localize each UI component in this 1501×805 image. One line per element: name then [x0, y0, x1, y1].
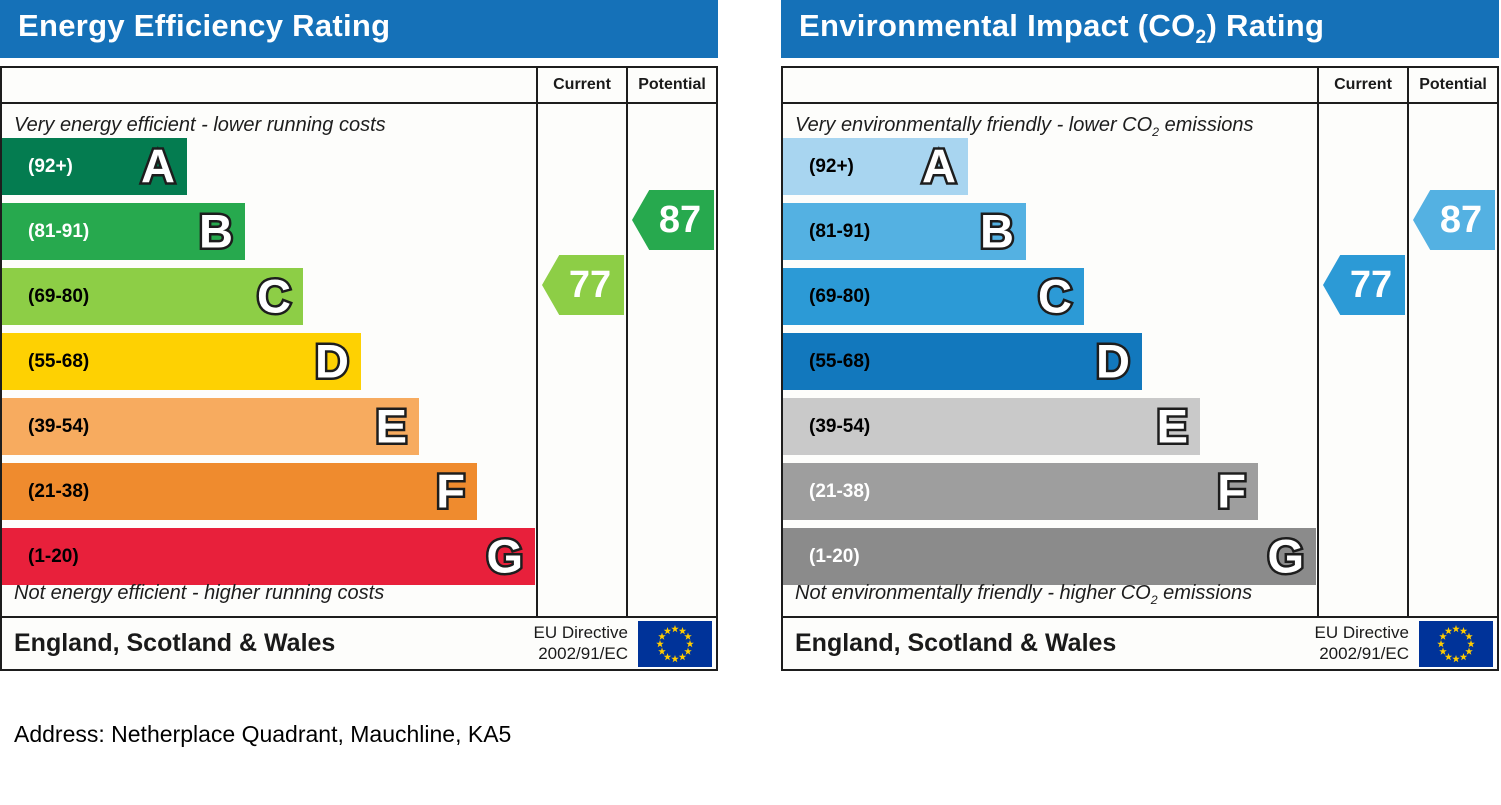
- potential-column: 87: [626, 104, 716, 616]
- band-row-D: (55-68) D: [783, 333, 1142, 390]
- band-row-E: (39-54) E: [783, 398, 1200, 455]
- band-letter: F: [1215, 464, 1249, 518]
- band-range-label: (1-20): [28, 545, 79, 567]
- band-range-label: (69-80): [809, 285, 871, 307]
- band-letter: D: [1094, 334, 1133, 388]
- band-row-A: (92+) A: [783, 138, 968, 195]
- environmental-rating-table: Current Potential Very environmentally f…: [781, 66, 1499, 671]
- band-letter: G: [484, 529, 526, 583]
- band-letter: A: [139, 139, 178, 193]
- band-letter: A: [920, 139, 959, 193]
- band-range-label: (21-38): [28, 480, 90, 502]
- bottom-caption: Not environmentally friendly - higher CO…: [795, 582, 1253, 607]
- current-column-header: Current: [536, 68, 626, 102]
- band-scale-cell: Very environmentally friendly - lower CO…: [783, 104, 1317, 616]
- band-row-C: (69-80) C: [2, 268, 303, 325]
- environmental-impact-panel: Environmental Impact (CO2) Rating Curren…: [781, 0, 1499, 671]
- current-column: 77: [536, 104, 626, 616]
- column-header-row: Current Potential: [2, 68, 716, 104]
- band-range-label: (81-91): [28, 220, 90, 242]
- band-letter: B: [197, 204, 236, 258]
- band-row-D: (55-68) D: [2, 333, 361, 390]
- eu-flag-icon: [638, 620, 712, 667]
- band-row-E: (39-54) E: [2, 398, 419, 455]
- rating-scale-body: Very energy efficient - lower running co…: [2, 104, 716, 616]
- band-range-label: (39-54): [809, 415, 871, 437]
- empty-header-cell: [2, 68, 536, 102]
- energy-title-bar: Energy Efficiency Rating: [0, 0, 718, 58]
- potential-column: 87: [1407, 104, 1497, 616]
- band-range-label: (69-80): [28, 285, 90, 307]
- band-row-F: (21-38) F: [783, 463, 1258, 520]
- table-footer: England, Scotland & Wales EU Directive 20…: [783, 616, 1497, 669]
- bottom-caption: Not energy efficient - higher running co…: [14, 582, 385, 604]
- band-range-label: (81-91): [809, 220, 871, 242]
- band-range-label: (55-68): [28, 350, 90, 372]
- band-row-C: (69-80) C: [783, 268, 1084, 325]
- table-footer: England, Scotland & Wales EU Directive 20…: [2, 616, 716, 669]
- band-letter: E: [373, 399, 409, 453]
- current-column: 77: [1317, 104, 1407, 616]
- top-caption: Very energy efficient - lower running co…: [14, 114, 386, 136]
- band-row-B: (81-91) B: [783, 203, 1026, 260]
- environmental-title: Environmental Impact (CO2) Rating: [799, 8, 1325, 49]
- band-row-B: (81-91) B: [2, 203, 245, 260]
- column-header-row: Current Potential: [783, 68, 1497, 104]
- band-range-label: (39-54): [28, 415, 90, 437]
- current-rating-value: 77: [568, 263, 612, 306]
- band-row-F: (21-38) F: [2, 463, 477, 520]
- eu-flag-icon: [1419, 620, 1493, 667]
- potential-rating-marker: 87: [632, 190, 714, 250]
- band-row-A: (92+) A: [2, 138, 187, 195]
- band-scale-cell: Very energy efficient - lower running co…: [2, 104, 536, 616]
- band-letter: D: [313, 334, 352, 388]
- current-rating-marker: 77: [542, 255, 624, 315]
- region-label: England, Scotland & Wales: [14, 629, 336, 657]
- empty-header-cell: [783, 68, 1317, 102]
- property-address: Address: Netherplace Quadrant, Mauchline…: [14, 721, 512, 747]
- rating-scale-body: Very environmentally friendly - lower CO…: [783, 104, 1497, 616]
- band-letter: C: [255, 269, 294, 323]
- current-rating-value: 77: [1349, 263, 1393, 306]
- energy-title: Energy Efficiency Rating: [18, 8, 391, 44]
- band-range-label: (92+): [809, 155, 854, 177]
- band-range-label: (92+): [28, 155, 73, 177]
- potential-column-header: Potential: [1407, 68, 1497, 102]
- band-range-label: (21-38): [809, 480, 871, 502]
- eu-directive-label: EU Directive 2002/91/EC: [533, 623, 628, 663]
- potential-rating-value: 87: [1439, 198, 1483, 241]
- potential-rating-marker: 87: [1413, 190, 1495, 250]
- band-range-label: (55-68): [809, 350, 871, 372]
- energy-rating-table: Current Potential Very energy efficient …: [0, 66, 718, 671]
- potential-column-header: Potential: [626, 68, 716, 102]
- current-rating-marker: 77: [1323, 255, 1405, 315]
- band-row-G: (1-20) G: [783, 528, 1316, 585]
- eu-directive-label: EU Directive 2002/91/EC: [1314, 623, 1409, 663]
- energy-efficiency-panel: Energy Efficiency Rating Current Potenti…: [0, 0, 718, 671]
- band-letter: B: [978, 204, 1017, 258]
- band-letter: E: [1154, 399, 1190, 453]
- band-letter: C: [1036, 269, 1075, 323]
- band-range-label: (1-20): [809, 545, 860, 567]
- environmental-title-bar: Environmental Impact (CO2) Rating: [781, 0, 1499, 58]
- band-letter: G: [1265, 529, 1307, 583]
- potential-rating-value: 87: [658, 198, 702, 241]
- band-row-G: (1-20) G: [2, 528, 535, 585]
- region-label: England, Scotland & Wales: [795, 629, 1117, 657]
- band-letter: F: [434, 464, 468, 518]
- top-caption: Very environmentally friendly - lower CO…: [795, 114, 1254, 139]
- current-column-header: Current: [1317, 68, 1407, 102]
